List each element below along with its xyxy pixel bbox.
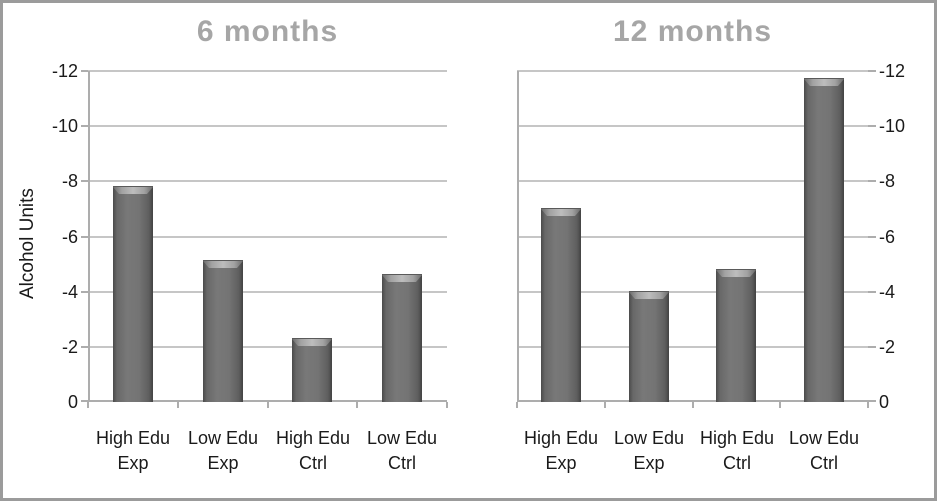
y-tick-mark	[81, 125, 88, 128]
gridline	[517, 290, 868, 293]
category-label: High Edu Ctrl	[699, 428, 775, 473]
x-tick-mark	[604, 402, 606, 408]
y-tick-label: 0	[879, 392, 890, 412]
x-tick-mark	[87, 402, 89, 408]
category-label: Low Edu Exp	[187, 428, 259, 473]
bar-low-edu-ctrl	[804, 78, 844, 402]
x-tick-mark	[177, 402, 179, 408]
y-tick-mark	[868, 235, 876, 238]
y-tick-mark	[868, 290, 876, 293]
gridline	[517, 180, 868, 183]
gridline	[88, 125, 447, 128]
x-axis-line	[88, 400, 447, 402]
bar-high-edu-exp	[541, 208, 581, 402]
category-label: Low Edu Exp	[613, 428, 685, 473]
x-tick-mark	[446, 402, 448, 408]
gridline	[88, 345, 447, 348]
bar-high-edu-ctrl	[716, 269, 756, 402]
y-tick-mark	[868, 70, 876, 72]
y-tick-label: 0	[67, 392, 78, 412]
plot-area-12-months: 0 -2 -4 -6 -8 -10 -12 High Edu Exp Low Edu Exp High…	[516, 61, 905, 473]
y-tick-label: -8	[61, 171, 78, 192]
category-label: High Edu Ctrl	[275, 428, 351, 473]
y-tick-mark	[868, 180, 876, 183]
y-tick-label: -2	[61, 336, 78, 357]
x-tick-mark	[516, 402, 518, 408]
y-tick-label: -12	[879, 61, 906, 81]
x-tick-mark	[692, 402, 694, 408]
x-tick-mark	[779, 402, 781, 408]
y-tick-label: -6	[879, 226, 896, 247]
category-label: Low Edu Ctrl	[366, 428, 438, 473]
gridline	[517, 345, 868, 348]
gridline	[88, 70, 447, 72]
bar-low-edu-exp	[629, 291, 669, 402]
y-tick-mark	[81, 400, 88, 402]
bar-low-edu-ctrl	[382, 274, 422, 402]
y-tick-label: -10	[51, 116, 78, 137]
y-tick-mark	[81, 290, 88, 293]
gridline	[88, 235, 447, 238]
y-tick-mark	[81, 345, 88, 348]
y-tick-mark	[868, 125, 876, 128]
y-tick-mark	[81, 70, 88, 72]
y-tick-label: -4	[61, 281, 78, 302]
gridline	[517, 70, 868, 72]
gridline	[517, 125, 868, 128]
gridline	[517, 235, 868, 238]
x-axis-line	[517, 400, 868, 402]
category-label: High Edu Exp	[95, 428, 171, 473]
y-axis-line	[88, 71, 90, 402]
bar-high-edu-exp	[113, 186, 153, 402]
gridline	[88, 180, 447, 183]
category-label: High Edu Exp	[523, 428, 599, 473]
plot-area-6-months: 0 -2 -4 -6 -8 -10 -12 High Edu Exp Low Edu Exp High…	[52, 61, 448, 473]
y-tick-label: -4	[879, 281, 896, 302]
y-tick-label: -2	[879, 336, 896, 357]
category-label: Low Edu Ctrl	[788, 428, 860, 473]
chart-title-6-months: 6 months	[196, 15, 339, 48]
chart-title-12-months: 12 months	[612, 15, 773, 48]
y-tick-label: -10	[879, 116, 906, 137]
y-axis-line	[517, 71, 519, 402]
x-tick-mark	[356, 402, 358, 408]
y-tick-mark	[868, 400, 876, 402]
y-tick-label: -6	[61, 226, 78, 247]
y-tick-mark	[81, 180, 88, 183]
gridline	[88, 290, 447, 293]
y-tick-label: -8	[879, 171, 896, 192]
bar-high-edu-ctrl	[292, 338, 332, 402]
bar-low-edu-exp	[203, 260, 243, 402]
x-tick-mark	[867, 402, 869, 408]
x-tick-mark	[267, 402, 269, 408]
y-tick-label: -12	[51, 61, 78, 81]
y-tick-mark	[81, 235, 88, 238]
y-tick-mark	[868, 345, 876, 348]
